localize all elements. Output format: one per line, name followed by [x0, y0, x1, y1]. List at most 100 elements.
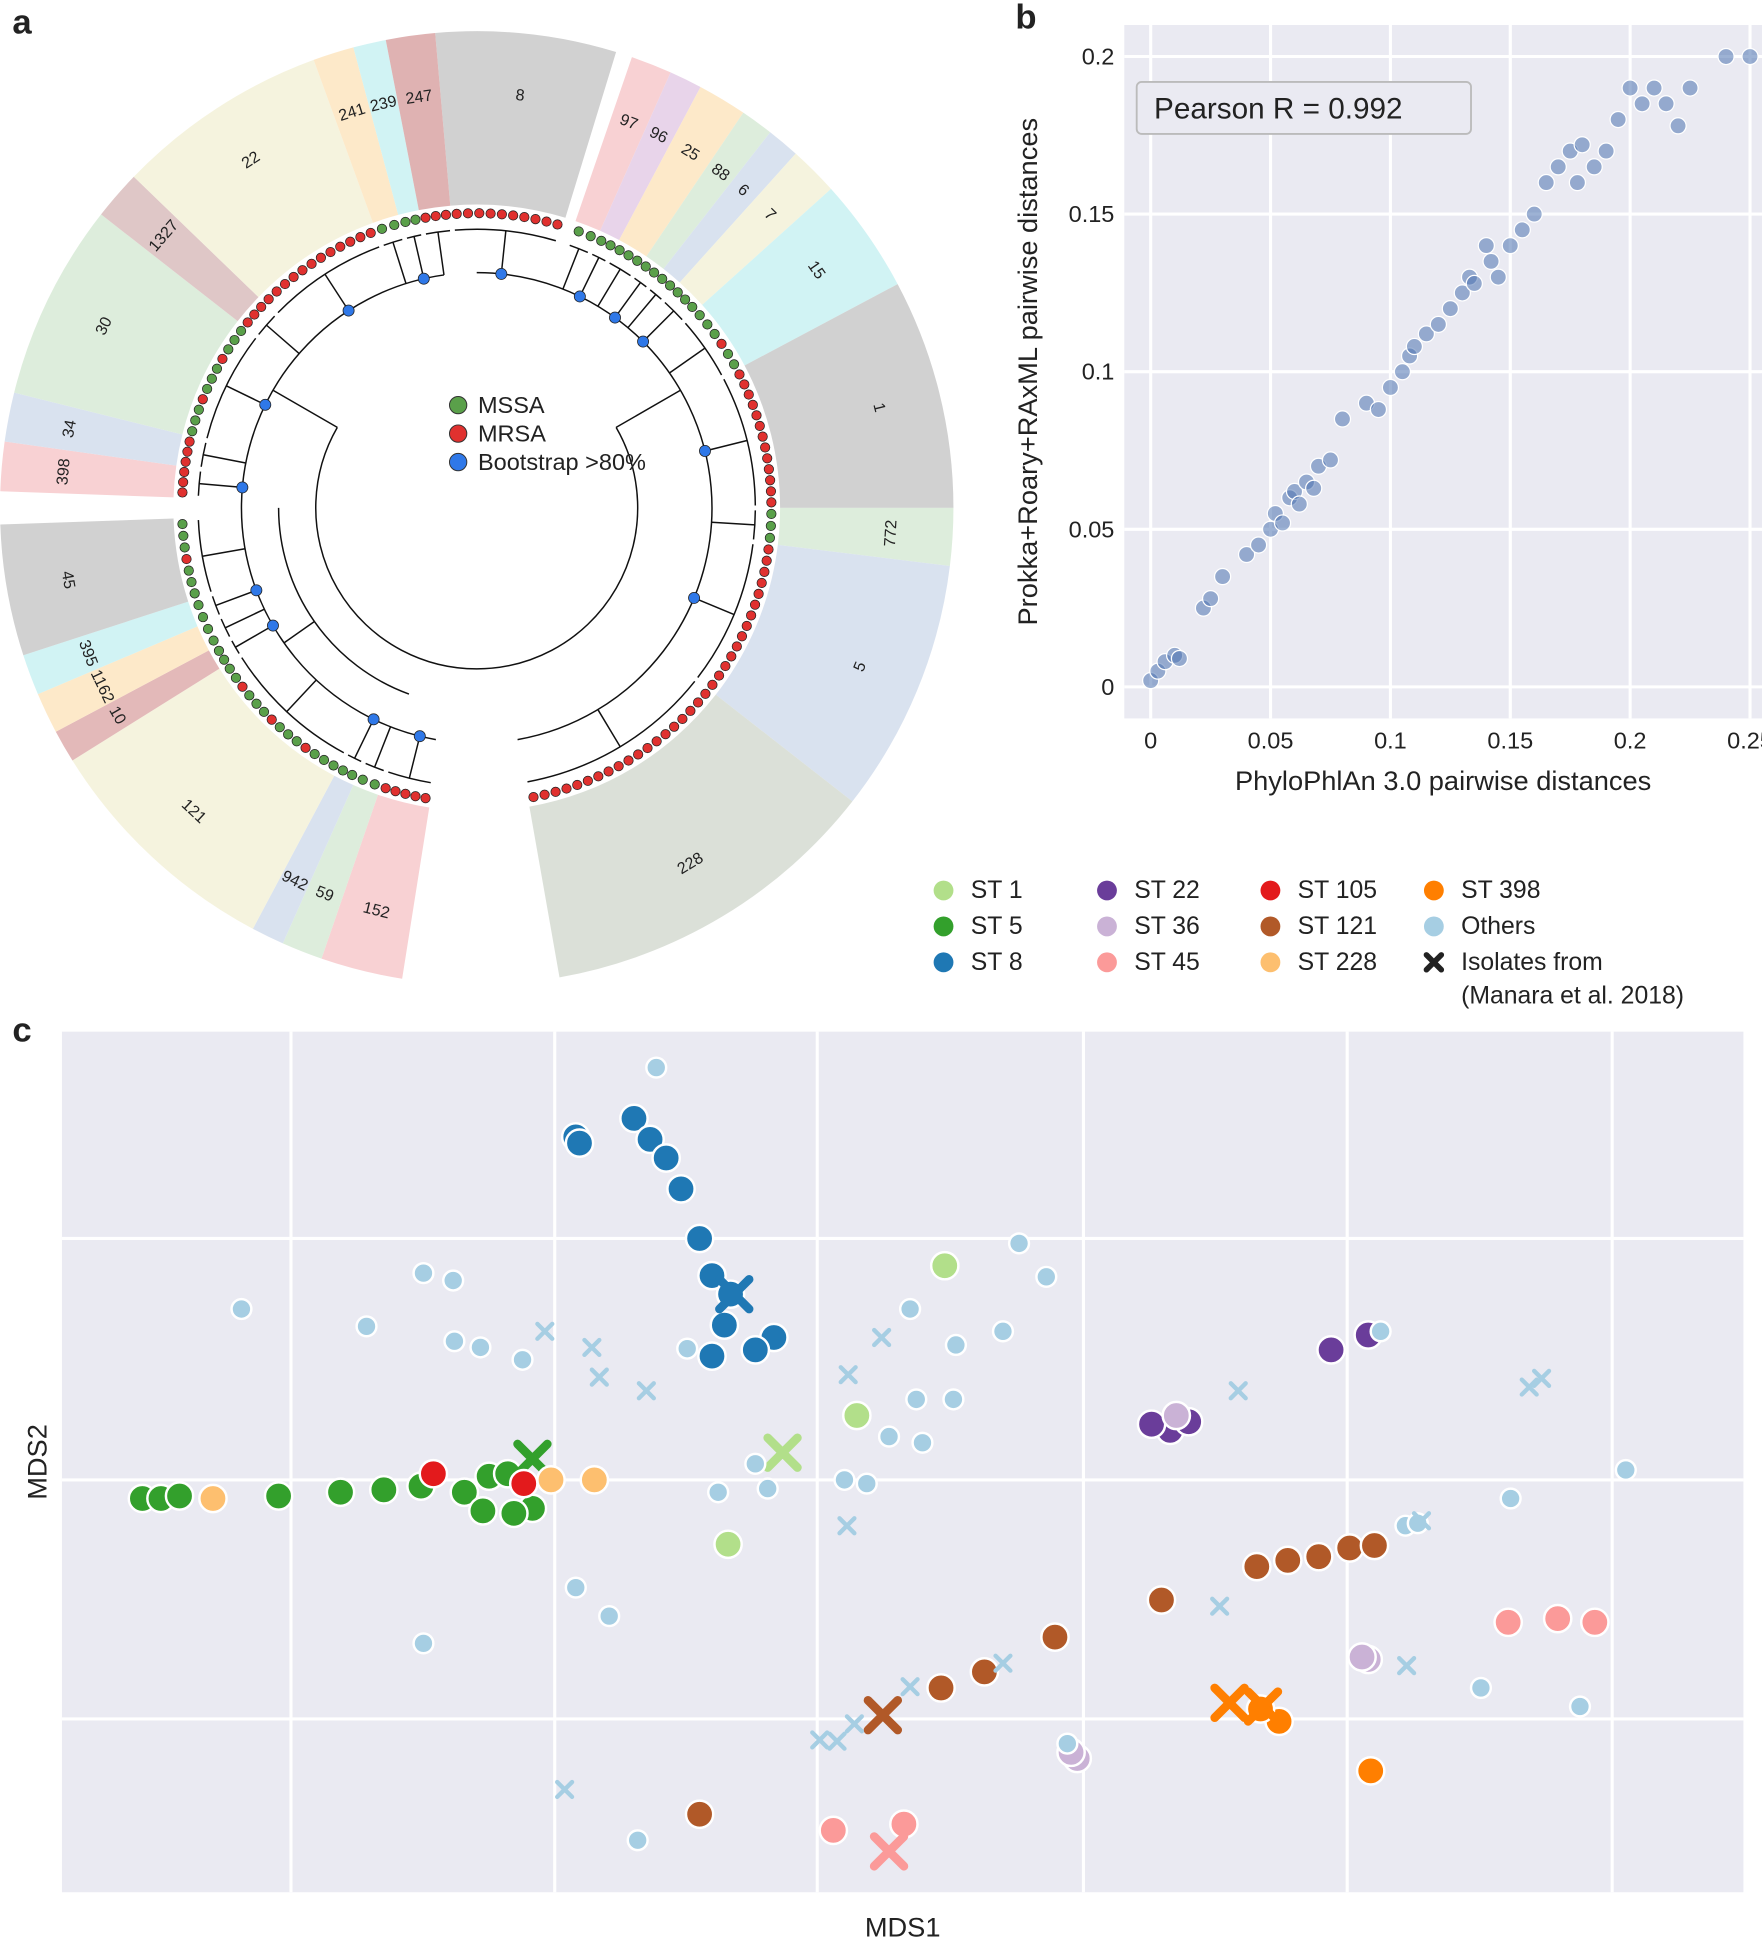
leaf [236, 325, 247, 336]
clade-wedge [600, 72, 701, 241]
point [1321, 451, 1340, 469]
clade-label: 772 [881, 519, 901, 547]
leaf [271, 286, 282, 297]
branch [476, 271, 713, 741]
branch [265, 324, 300, 355]
point [598, 1604, 621, 1628]
point [499, 1498, 529, 1529]
legend-label: ST 22 [1134, 877, 1200, 904]
branch [203, 454, 246, 464]
leaf [596, 235, 607, 246]
clade-label: 239 [368, 92, 398, 116]
point [1316, 1335, 1346, 1365]
point [1645, 79, 1663, 97]
point [1633, 95, 1651, 113]
branch [614, 282, 642, 319]
cross-marker [869, 1832, 909, 1871]
bootstrap-node [367, 713, 380, 726]
cross-marker [582, 1337, 602, 1358]
branch [413, 236, 425, 279]
point [579, 1465, 610, 1495]
point [1717, 47, 1735, 66]
leaf [749, 599, 761, 610]
branch [202, 548, 246, 558]
bootstrap-node [699, 445, 711, 457]
point [1369, 1320, 1392, 1343]
cross-marker [837, 1516, 857, 1536]
leaf [184, 436, 195, 447]
leaf [208, 635, 219, 646]
leaf [741, 620, 752, 631]
point [1273, 514, 1292, 532]
leaf [306, 258, 317, 269]
y-axis-label: MDS2 [22, 1424, 53, 1500]
annotation-box [1135, 81, 1472, 135]
panel-label: b [1015, 0, 1036, 37]
leaf [685, 705, 696, 716]
leaf [390, 786, 401, 797]
point [1477, 236, 1495, 255]
plot-background [61, 1031, 1744, 1893]
leaf [528, 792, 539, 803]
cross-marker [1531, 1368, 1552, 1388]
legend-marker [933, 880, 954, 901]
branch [392, 241, 407, 284]
clade-label: 1 [869, 401, 889, 414]
leaf [765, 486, 777, 497]
branch [642, 310, 675, 343]
leaf [530, 214, 541, 225]
clade-wedge [715, 544, 950, 802]
leaf [496, 209, 507, 220]
leaf [355, 232, 366, 243]
clade-wedge [619, 86, 744, 257]
leaf [244, 690, 255, 701]
leaf [179, 466, 190, 478]
leaf [731, 641, 742, 652]
leaf [614, 245, 625, 256]
clade-wedge [321, 794, 430, 979]
legend-marker [1097, 952, 1117, 973]
point [449, 1477, 480, 1508]
branch [272, 389, 338, 429]
branch [627, 294, 657, 329]
clade-wedge [353, 39, 419, 215]
leaf [197, 394, 208, 405]
clade-wedge [72, 668, 335, 929]
leaf [692, 697, 704, 708]
leaf [263, 294, 274, 305]
cross-marker [838, 1365, 858, 1385]
point [1573, 136, 1591, 154]
leaf [669, 721, 680, 732]
leaf [761, 555, 772, 566]
point [1417, 325, 1436, 343]
leaf [190, 415, 201, 426]
leaf [765, 520, 776, 531]
point [1290, 495, 1308, 513]
cross-marker [715, 1274, 754, 1314]
cross-marker [535, 1321, 555, 1341]
point [619, 1103, 649, 1134]
point [929, 1250, 960, 1281]
leaf [181, 553, 192, 565]
leaf [651, 736, 662, 747]
clade-wedge [529, 694, 853, 978]
point [1621, 79, 1639, 97]
leaf [753, 588, 764, 599]
legend-label: ST 398 [1461, 877, 1540, 904]
branch [324, 273, 350, 311]
clade-wedge [777, 507, 954, 566]
point [926, 1673, 956, 1703]
scatter-panel: MDS1 MDS2 ST 1 ST 5 ST 8 ST 22 ST 36 ST 45 ST 10… [22, 877, 1744, 1942]
leaf [347, 769, 358, 781]
legend-marker [1097, 880, 1117, 901]
branch [437, 231, 445, 276]
x-axis-label: MDS1 [865, 1911, 941, 1942]
clade-wedge [37, 626, 209, 732]
leaf [751, 410, 762, 421]
point [1741, 47, 1759, 66]
branch [408, 735, 421, 779]
branch [649, 289, 662, 300]
point [412, 1632, 435, 1655]
